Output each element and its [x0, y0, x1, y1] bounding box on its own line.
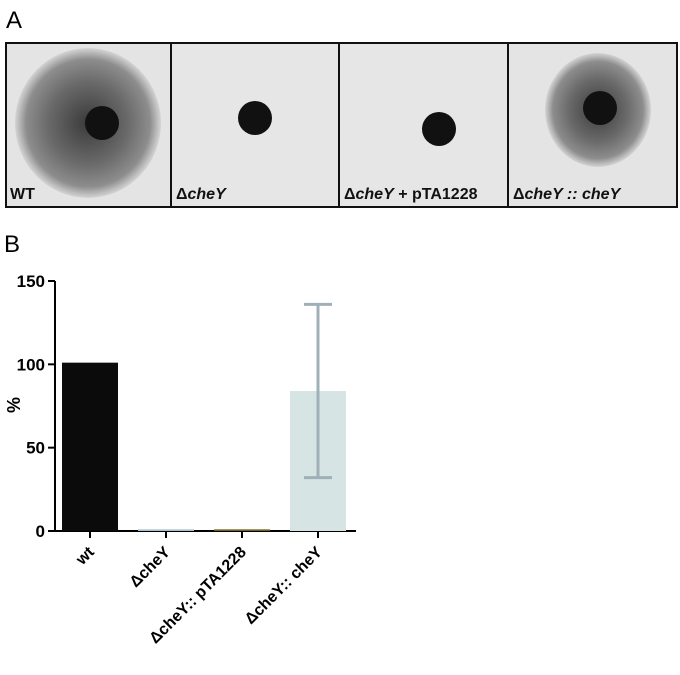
label-part: cheY	[356, 186, 396, 203]
panel-label: B	[4, 231, 20, 258]
x-tick-label: ΔcheY:: cheY	[242, 544, 326, 628]
bar	[214, 529, 270, 531]
plate-label: WT	[10, 186, 35, 203]
label-part: cheY :: cheY	[525, 186, 622, 203]
plate-label: ΔcheY + pTA1228	[344, 186, 478, 203]
plates	[5, 42, 678, 208]
colony	[238, 101, 272, 135]
label-part: + pTA1228	[394, 186, 478, 203]
label-part: Δ	[176, 186, 188, 203]
y-tick-label: 100	[17, 355, 45, 374]
label-part: Δ	[344, 186, 356, 203]
label-part: cheY	[188, 186, 228, 203]
plate-label: ΔcheY	[176, 186, 227, 203]
y-tick-label: 150	[17, 272, 45, 291]
plate-label: ΔcheY :: cheY	[513, 186, 622, 203]
colony	[583, 91, 617, 125]
label-part: WT	[10, 186, 35, 203]
plate-labels: WT ΔcheY ΔcheY + pTA1228 ΔcheY :: cheY	[10, 186, 622, 203]
y-tick-label: 50	[26, 439, 45, 458]
x-tick-label: ΔcheY	[127, 544, 174, 591]
colony	[85, 106, 119, 140]
bar	[62, 362, 118, 531]
label-part: Δ	[513, 186, 525, 203]
y-axis-label: %	[4, 397, 24, 413]
x-tick-label: wt	[73, 543, 99, 569]
y-tick-label: 0	[36, 522, 45, 541]
bar	[138, 529, 194, 531]
panel-label: A	[6, 7, 22, 34]
colony	[422, 112, 456, 146]
